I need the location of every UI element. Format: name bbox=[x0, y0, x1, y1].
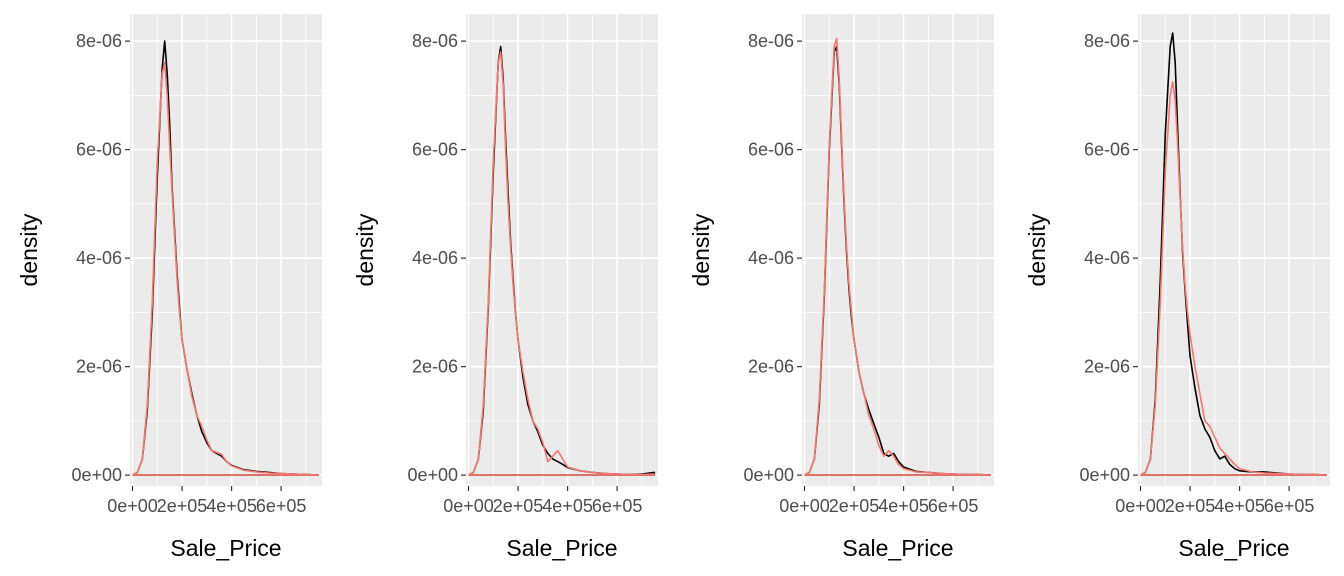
y-tick-label: 8e-06 bbox=[1084, 31, 1130, 51]
y-tick-label: 2e-06 bbox=[1084, 357, 1130, 377]
x-tick-label: 6e+05 bbox=[256, 496, 307, 516]
x-tick-label: 0e+00 bbox=[443, 496, 494, 516]
y-tick-label: 6e-06 bbox=[1084, 140, 1130, 160]
x-axis-title: Sale_Price bbox=[1178, 535, 1289, 561]
y-axis-title: density bbox=[1024, 213, 1050, 286]
x-tick-label: 6e+05 bbox=[928, 496, 979, 516]
x-tick-label: 4e+05 bbox=[1214, 496, 1265, 516]
x-axis-title: Sale_Price bbox=[506, 535, 617, 561]
y-tick-label: 6e-06 bbox=[412, 140, 458, 160]
y-tick-label: 6e-06 bbox=[76, 140, 122, 160]
x-tick-label: 6e+05 bbox=[1264, 496, 1315, 516]
plot-panel-1: 0e+002e+054e+056e+050e+002e-064e-066e-06… bbox=[16, 14, 322, 561]
y-axis-title: density bbox=[16, 213, 42, 286]
plot-panel-3: 0e+002e+054e+056e+050e+002e-064e-066e-06… bbox=[688, 14, 994, 561]
y-tick-label: 4e-06 bbox=[76, 248, 122, 268]
x-tick-label: 0e+00 bbox=[107, 496, 158, 516]
x-tick-label: 2e+05 bbox=[1165, 496, 1216, 516]
panel-background bbox=[802, 14, 994, 486]
y-tick-label: 8e-06 bbox=[412, 31, 458, 51]
y-tick-label: 0e+00 bbox=[743, 465, 794, 485]
x-tick-label: 2e+05 bbox=[829, 496, 880, 516]
x-tick-label: 4e+05 bbox=[206, 496, 257, 516]
y-tick-label: 4e-06 bbox=[748, 248, 794, 268]
y-tick-label: 0e+00 bbox=[407, 465, 458, 485]
y-tick-label: 4e-06 bbox=[1084, 248, 1130, 268]
x-tick-label: 4e+05 bbox=[878, 496, 929, 516]
x-tick-label: 0e+00 bbox=[1115, 496, 1166, 516]
x-axis-title: Sale_Price bbox=[842, 535, 953, 561]
y-tick-label: 4e-06 bbox=[412, 248, 458, 268]
y-tick-label: 2e-06 bbox=[76, 357, 122, 377]
y-tick-label: 6e-06 bbox=[748, 140, 794, 160]
y-tick-label: 2e-06 bbox=[412, 357, 458, 377]
density-series-2 bbox=[1140, 81, 1328, 476]
y-tick-label: 0e+00 bbox=[1079, 465, 1130, 485]
density-series-2 bbox=[132, 61, 320, 476]
x-tick-label: 0e+00 bbox=[779, 496, 830, 516]
x-tick-label: 2e+05 bbox=[157, 496, 208, 516]
y-tick-label: 0e+00 bbox=[71, 465, 122, 485]
panel-background bbox=[466, 14, 658, 486]
y-tick-label: 2e-06 bbox=[748, 357, 794, 377]
plot-panel-4: 0e+002e+054e+056e+050e+002e-064e-066e-06… bbox=[1024, 14, 1330, 561]
density-series-2 bbox=[468, 51, 656, 476]
panel-background bbox=[130, 14, 322, 486]
x-tick-label: 6e+05 bbox=[592, 496, 643, 516]
plot-panel-2: 0e+002e+054e+056e+050e+002e-064e-066e-06… bbox=[352, 14, 658, 561]
panel-background bbox=[1138, 14, 1330, 486]
x-tick-label: 2e+05 bbox=[493, 496, 544, 516]
y-axis-title: density bbox=[688, 213, 714, 286]
y-tick-label: 8e-06 bbox=[76, 31, 122, 51]
x-tick-label: 4e+05 bbox=[542, 496, 593, 516]
x-axis-title: Sale_Price bbox=[170, 535, 281, 561]
y-axis-title: density bbox=[352, 213, 378, 286]
y-tick-label: 8e-06 bbox=[748, 31, 794, 51]
density-series-2 bbox=[804, 37, 992, 476]
